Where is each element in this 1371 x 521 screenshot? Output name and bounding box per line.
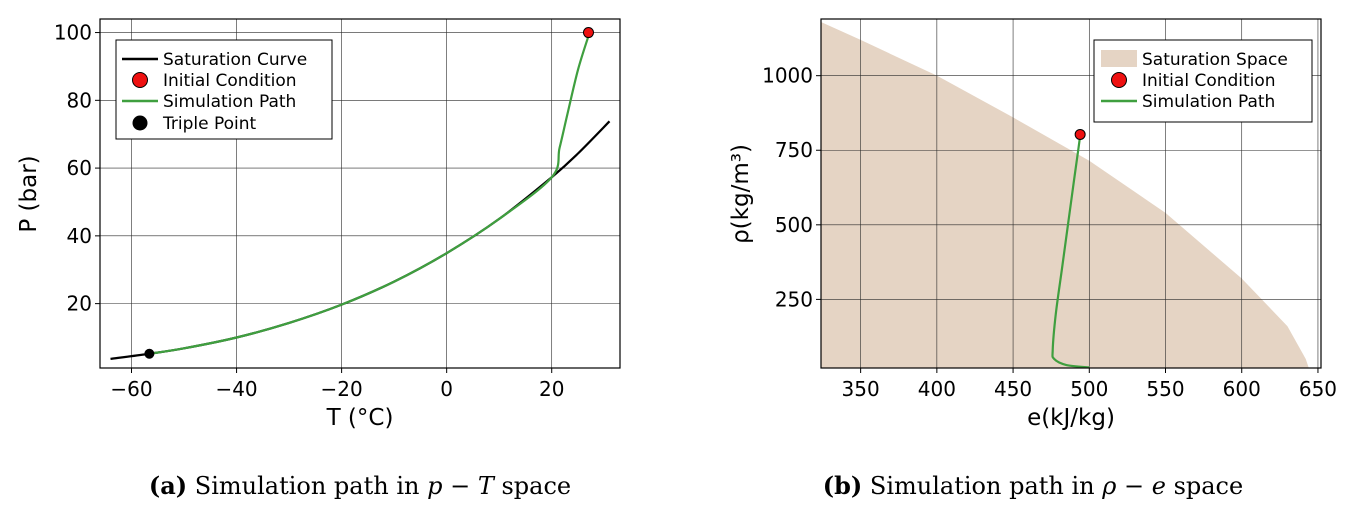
y-tick-label: 750: [775, 138, 813, 162]
x-tick-label: 0: [440, 377, 453, 401]
y-tick-label: 250: [775, 287, 813, 311]
chart-a-ylabel: P (bar): [16, 155, 42, 232]
x-tick-label: 350: [842, 377, 880, 401]
y-tick-label: 500: [775, 213, 813, 237]
y-tick-label: 100: [54, 21, 92, 45]
chart-b-caption-label: (b): [823, 471, 863, 500]
chart-a-caption-suffix: space: [494, 472, 571, 500]
x-tick-label: 450: [994, 377, 1032, 401]
legend-label-initial-condition-b: Initial Condition: [1142, 71, 1276, 91]
chart-b-ticks: 350 400 450 500 550 600 650 250 500 750 1000: [762, 64, 1337, 401]
chart-b-caption-math-2: e: [1152, 472, 1166, 500]
chart-a-caption-math-1: p: [427, 472, 442, 500]
x-tick-label: 650: [1299, 377, 1337, 401]
chart-a-frame: [99, 18, 621, 369]
legend-swatch-initial-condition: [132, 72, 148, 88]
legend-label-initial-condition: Initial Condition: [163, 71, 297, 91]
chart-b-series: [1051, 128, 1090, 369]
legend-label-simulation-path: Simulation Path: [163, 92, 296, 112]
chart-b-ylabel: ρ(kg/m³): [728, 144, 754, 244]
y-tick-label: 1000: [762, 64, 813, 88]
chart-b-frame: [820, 18, 1322, 369]
legend-swatch-triple-point: [132, 115, 148, 131]
chart-a-pt: −60 −40 −20 0 20 20 40 60 80 100 T (°C) P (bar) S…: [16, 18, 621, 500]
chart-a-caption-math-op: −: [442, 472, 477, 500]
x-tick-label: −20: [321, 377, 363, 401]
y-tick-label: 40: [67, 224, 92, 248]
chart-a-caption-prefix: Simulation path in: [187, 472, 427, 500]
chart-b-caption-math-op: −: [1116, 472, 1151, 500]
series-line-simulation-path: [149, 35, 590, 355]
chart-a-caption-math-2: T: [478, 472, 496, 500]
legend-label-simulation-path-b: Simulation Path: [1142, 92, 1275, 112]
legend-swatch-initial-condition-b: [1111, 72, 1127, 88]
point-initial-condition: [582, 27, 594, 39]
y-tick-label: 20: [67, 292, 92, 316]
point-triple-point: [144, 348, 155, 359]
chart-a-legend-box: [115, 39, 333, 140]
chart-b-caption-prefix: Simulation path in: [862, 472, 1102, 500]
x-tick-label: 500: [1070, 377, 1108, 401]
y-tick-label: 80: [67, 88, 92, 112]
legend-label-triple-point: Triple Point: [162, 114, 257, 134]
chart-a-xlabel: T (°C): [326, 405, 394, 431]
x-tick-label: −60: [110, 377, 152, 401]
chart-b-caption-math-1: ρ: [1101, 472, 1116, 500]
y-tick-label: 60: [67, 156, 92, 180]
x-tick-label: 550: [1146, 377, 1184, 401]
x-tick-label: 20: [539, 377, 564, 401]
chart-b-caption-suffix: space: [1166, 472, 1243, 500]
chart-b-saturation-area: [821, 21, 1309, 368]
series-line-simulation-path: [1051, 135, 1090, 369]
chart-a-legend: Saturation Curve Initial Condition Simul…: [115, 39, 333, 140]
x-tick-label: 400: [918, 377, 956, 401]
legend-swatch-saturation-space: [1101, 50, 1137, 67]
legend-label-saturation-curve: Saturation Curve: [163, 50, 307, 70]
x-tick-label: 600: [1223, 377, 1261, 401]
chart-b-legend: Saturation Space Initial Condition Simul…: [1093, 39, 1313, 123]
chart-b-rho-e: 350 400 450 500 550 600 650 250 500 750 1000 e(kJ/…: [728, 18, 1337, 500]
chart-a-caption-label: (a): [149, 471, 187, 500]
series-line-saturation-curve: [110, 120, 611, 360]
chart-a-ticks: −60 −40 −20 0 20 20 40 60 80 100: [54, 21, 565, 401]
chart-b-xlabel: e(kJ/kg): [1027, 405, 1115, 431]
x-tick-label: −40: [215, 377, 257, 401]
point-initial-condition: [1074, 128, 1086, 140]
chart-b-caption: (b) Simulation path in ρ − e space: [823, 471, 1243, 500]
chart-a-caption: (a) Simulation path in p − T space: [149, 471, 571, 500]
chart-a-series: [110, 27, 611, 360]
saturation-space-area: [821, 21, 1309, 368]
legend-label-saturation-space: Saturation Space: [1142, 50, 1288, 70]
